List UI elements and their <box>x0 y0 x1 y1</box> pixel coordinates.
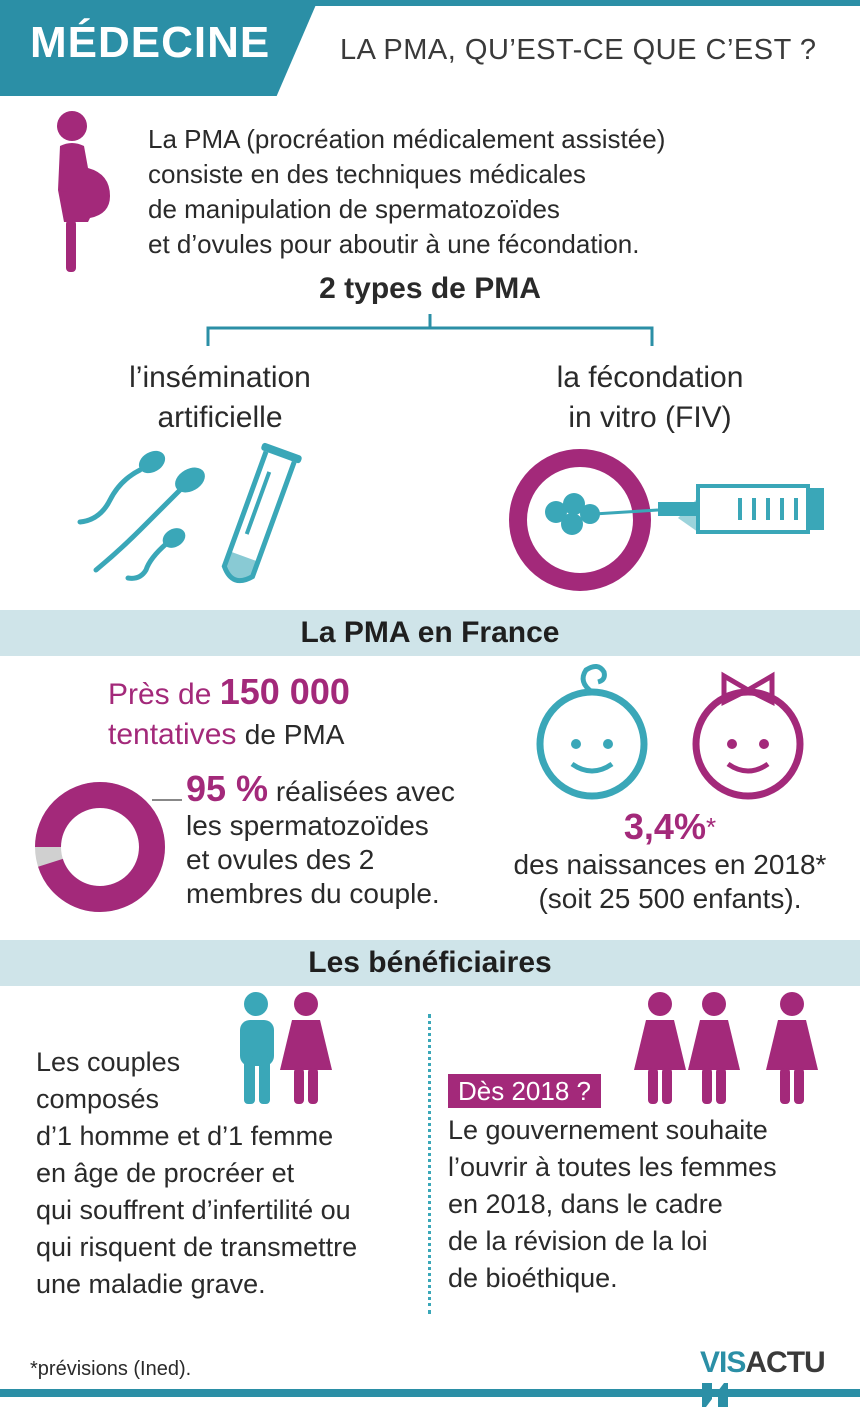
type-insemination: l’insémination artificielle <box>129 361 311 434</box>
category-label: MÉDECINE <box>30 18 271 67</box>
births-stat: 3,4%* des naissances en 2018* (soit 25 5… <box>513 806 827 914</box>
section-band-beneficiaries: Les bénéficiaires <box>0 940 860 986</box>
donut-arc-95 <box>35 782 165 912</box>
type-fiv: la fécondation in vitro (FIV) <box>556 361 744 434</box>
babies-icon <box>536 664 804 800</box>
beneficiaries-left-text: Les couples composés d’1 homme et d’1 fe… <box>36 1047 358 1299</box>
pregnant-woman-icon <box>57 111 110 272</box>
top-accent-bar <box>0 0 860 6</box>
beneficiaries-right-text: Le gouvernement souhaite l’ouvrir à tout… <box>448 1115 777 1293</box>
footnote: *prévisions (Ined). <box>30 1358 192 1380</box>
share-stat: 95 % réalisées avec les spermatozoïdes e… <box>186 768 455 910</box>
badge-2018: Dès 2018 ? <box>448 1074 601 1108</box>
donut-chart <box>35 782 182 912</box>
column-divider <box>428 1014 431 1314</box>
test-tube-icon <box>221 442 302 584</box>
types-title: 2 types de PMA <box>319 272 541 305</box>
types-bracket <box>206 314 654 346</box>
page-title: LA PMA, QU’EST-CE QUE C’EST ? <box>340 34 817 66</box>
visactu-logo: VISACTU <box>700 1346 860 1414</box>
bottom-accent-bar <box>0 1389 860 1397</box>
sperm-icon <box>77 450 205 581</box>
intro-text: La PMA (procréation médicalement assisté… <box>148 124 666 259</box>
section-band-france: La PMA en France <box>0 610 860 656</box>
fiv-icon <box>509 449 824 591</box>
couple-icon <box>240 992 332 1104</box>
women-icon <box>634 992 818 1104</box>
category-banner: MÉDECINE <box>0 0 318 96</box>
attempts-stat: Près de 150 000 tentatives de PMA <box>108 671 350 752</box>
